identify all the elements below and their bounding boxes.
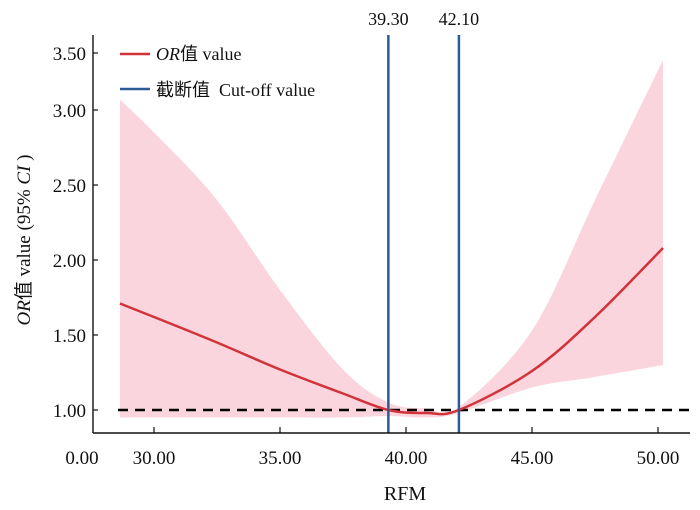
y-tick-label: 3.50 [53, 44, 86, 65]
x-tick-label: 50.00 [637, 448, 680, 469]
x-tick-label: 40.00 [385, 448, 428, 469]
x-axis-title: RFM [384, 483, 426, 505]
y-tick-label: 2.00 [53, 251, 86, 272]
legend: OR值 value 截断值 Cut-off value [120, 44, 315, 100]
x-tick-label: 30.00 [133, 448, 176, 469]
cutoff-label: 39.30 [368, 9, 409, 29]
x-axis-break-label: 0.00 [65, 448, 98, 469]
confidence-band [119, 59, 664, 418]
or-curve [119, 247, 664, 416]
x-tick-label: 35.00 [259, 448, 302, 469]
y-axis-title-ci: CI [14, 164, 35, 185]
y-tick-label: 3.00 [53, 101, 86, 122]
y-tick-label: 2.50 [53, 176, 86, 197]
y-axis-title-suffix: ) [14, 155, 35, 166]
legend-label-cutoff: 截断值 Cut-off value [156, 80, 315, 100]
y-axis-title-or: OR [14, 300, 35, 326]
cutoff-label: 42.10 [439, 9, 480, 29]
x-tick-label: 45.00 [511, 448, 554, 469]
legend-label-or: OR值 value [156, 44, 241, 64]
y-tick-label: 1.50 [53, 326, 86, 347]
y-tick-label: 1.00 [53, 401, 86, 422]
y-axis-title: OR值 value (95% CI ) [13, 155, 35, 326]
y-axis-title-main: 值 value (95% [13, 185, 35, 301]
